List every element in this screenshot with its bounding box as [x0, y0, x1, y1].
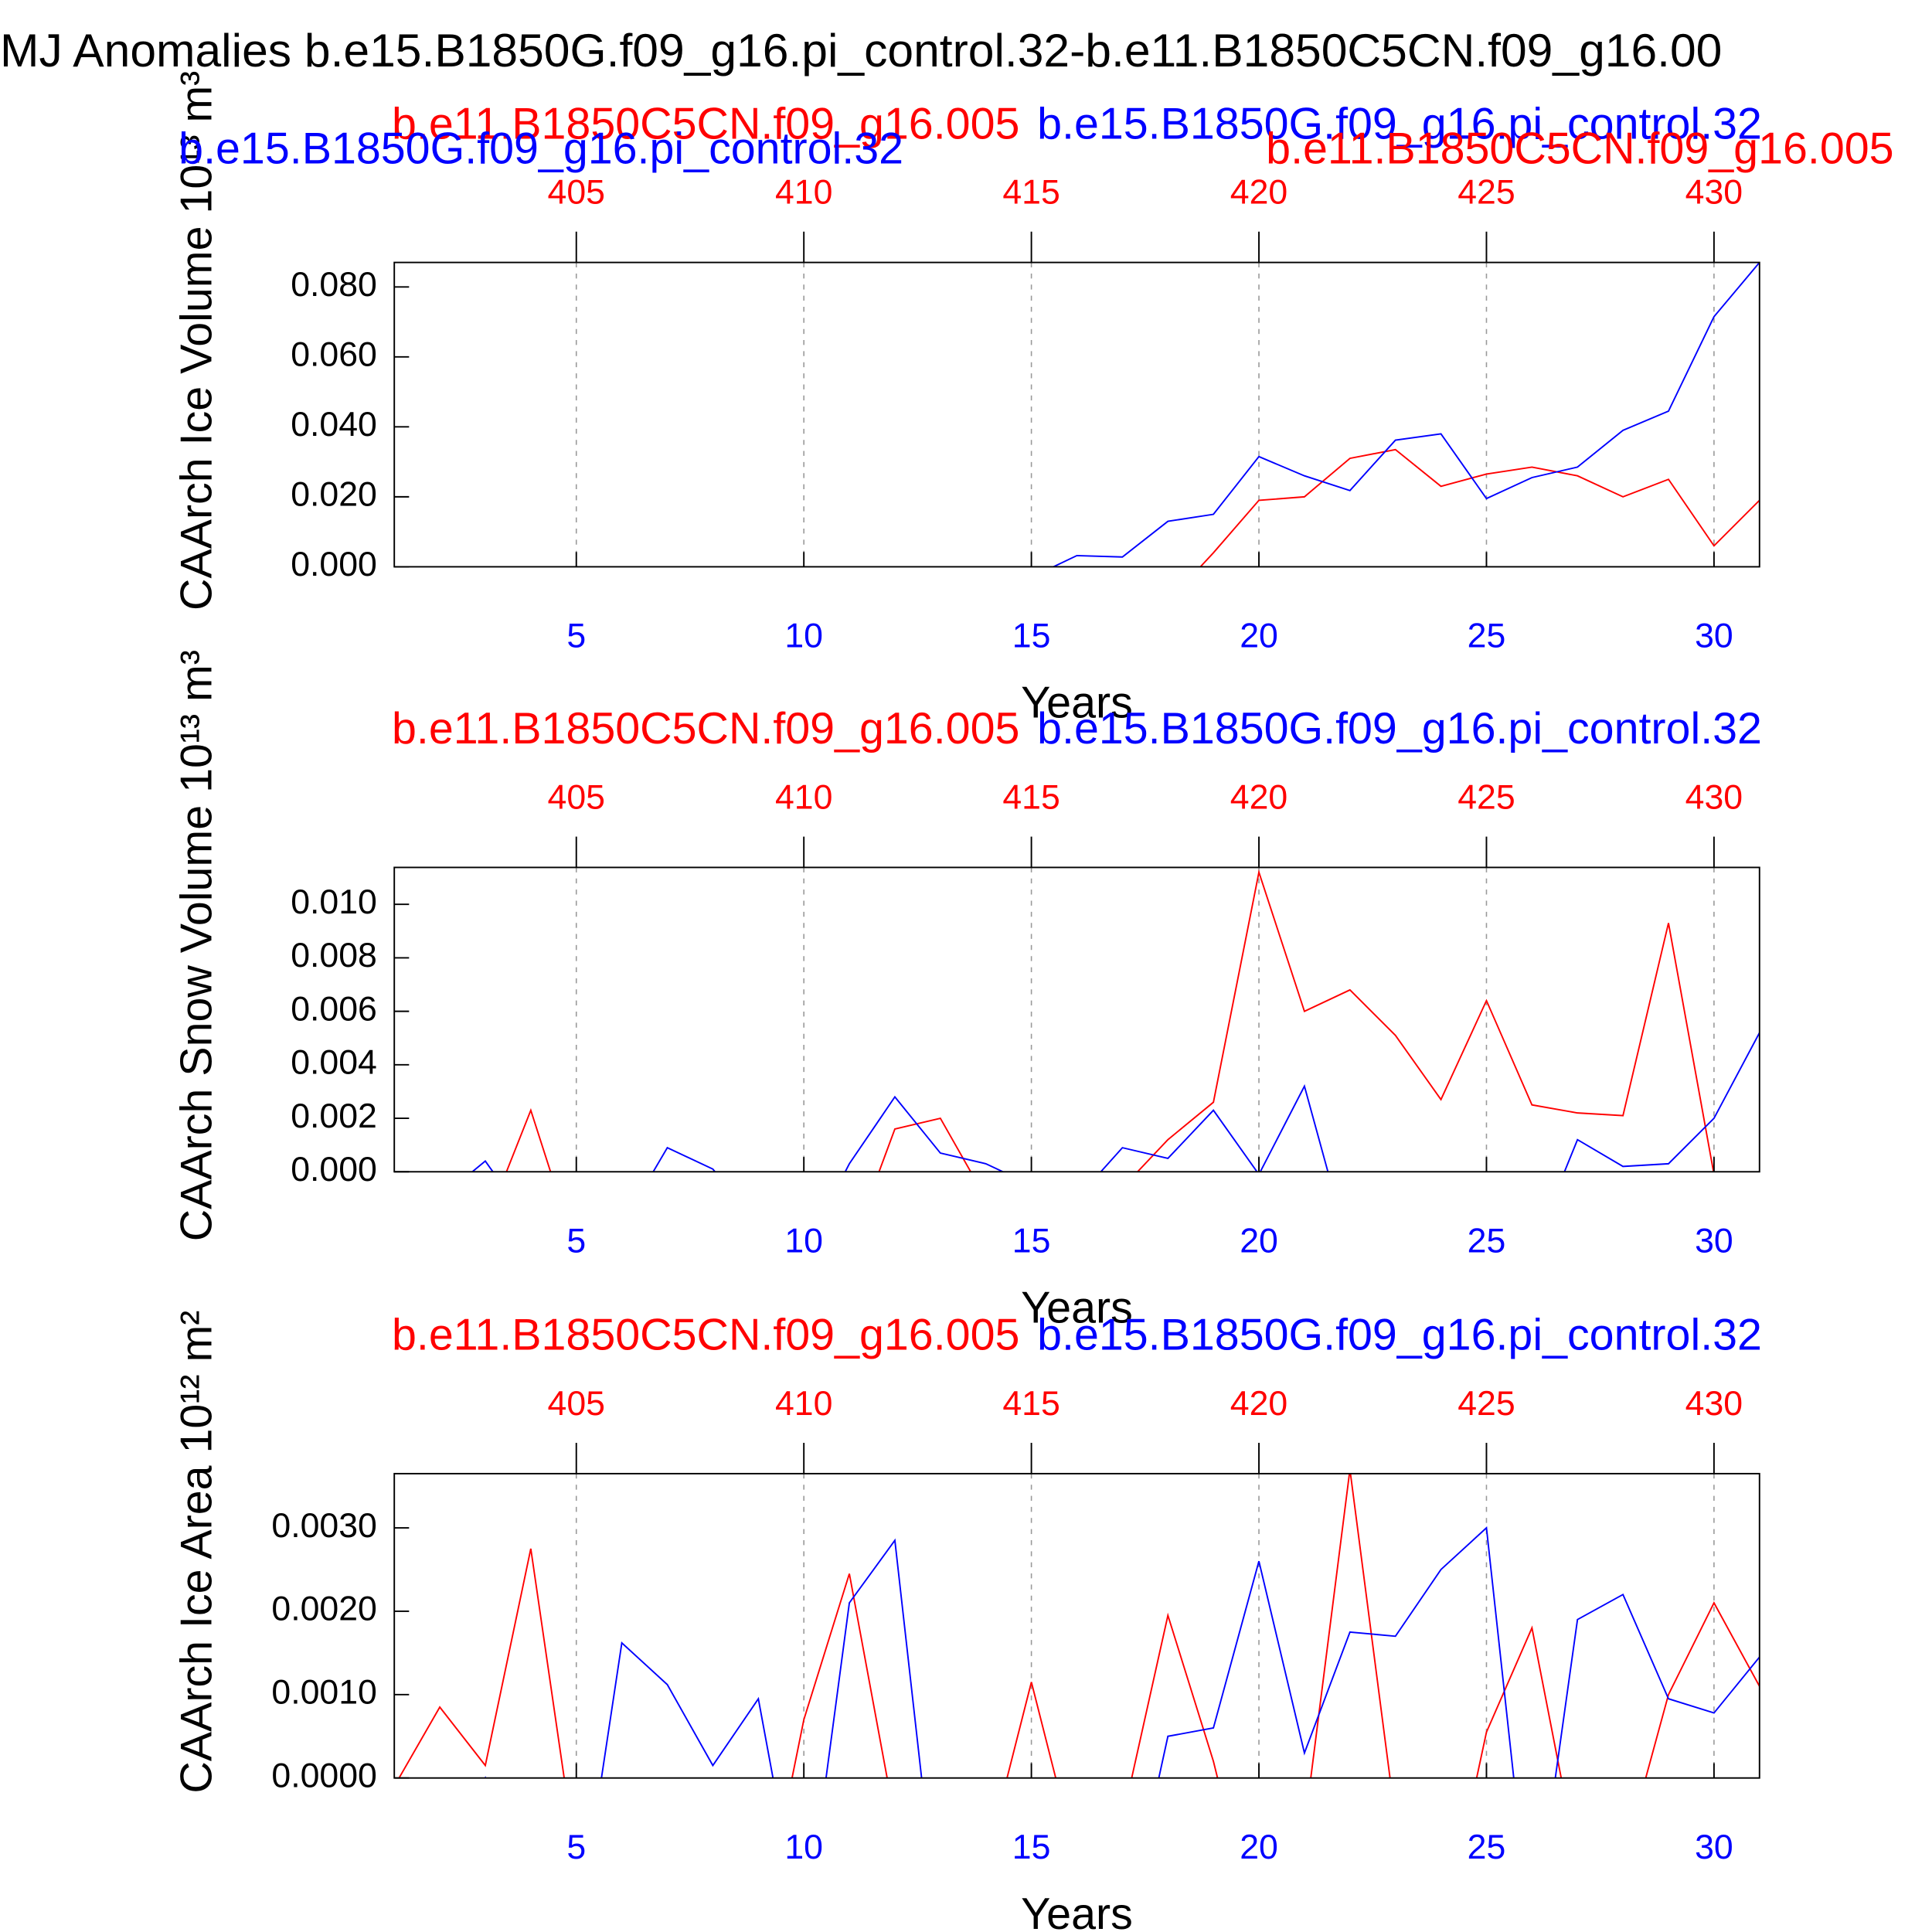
x2-tick-label: 430 [1685, 174, 1743, 212]
y-axis-label: CAArch Ice Volume 10¹³ m³ [172, 71, 221, 611]
plot-frame [393, 1472, 1760, 1779]
x-tick-label: 15 [1012, 1828, 1051, 1866]
x-tick-label: 15 [1012, 617, 1051, 655]
x2-tick-label: 420 [1230, 779, 1287, 817]
series-line [398, 1473, 1760, 1778]
x-tick-label: 30 [1695, 1223, 1733, 1260]
x2-tick-label: 415 [1002, 174, 1060, 212]
x-axis-label: Years [1021, 1889, 1133, 1932]
x-tick-label: 30 [1695, 617, 1733, 655]
legend-label: b.e15.B1850G.f09_g16.pi_control.32 [1037, 1311, 1762, 1360]
y-tick-label: 0.040 [291, 406, 377, 444]
y-tick-label: 0.008 [291, 937, 377, 975]
x-tick-label: 5 [566, 617, 586, 655]
x-tick-label: 10 [784, 1828, 823, 1866]
y-tick-label: 0.002 [291, 1097, 377, 1135]
plot-frame [393, 261, 1760, 568]
y-axis-label: CAArch Snow Volume 10¹³ m³ [172, 650, 221, 1241]
chart-title: MJ Anomalies b.e15.B1850G.f09_g16.pi_con… [0, 24, 1722, 77]
x2-tick-label: 430 [1685, 1385, 1743, 1423]
legend-label: b.e11.B1850C5CN.f09_g16.005 [1266, 124, 1893, 173]
y-tick-label: 0.000 [291, 1151, 377, 1189]
y-tick-label: 0.0010 [271, 1674, 377, 1712]
legend-label: b.e15.B1850G.f09_g16.pi_control.32 [179, 124, 903, 173]
y-tick-label: 0.0030 [271, 1507, 377, 1545]
x2-tick-label: 420 [1230, 1385, 1287, 1423]
x-tick-label: 25 [1468, 1223, 1506, 1260]
x2-tick-label: 430 [1685, 779, 1743, 817]
x-tick-label: 10 [784, 1223, 823, 1260]
legend-label: b.e15.B1850G.f09_g16.pi_control.32 [1037, 99, 1762, 148]
x-tick-label: 30 [1695, 1828, 1733, 1866]
x-tick-label: 20 [1240, 1223, 1278, 1260]
x2-tick-label: 420 [1230, 174, 1287, 212]
legend-label: b.e11.B1850C5CN.f09_g16.005 [392, 99, 1019, 148]
x-tick-label: 5 [566, 1828, 586, 1866]
x-axis-label: Years [1021, 1284, 1133, 1333]
x2-tick-label: 410 [775, 174, 832, 212]
legend-label: b.e11.B1850C5CN.f09_g16.005 [392, 704, 1019, 753]
series-line [471, 1032, 1760, 1172]
y-tick-label: 0.020 [291, 476, 377, 514]
x2-tick-label: 425 [1458, 779, 1515, 817]
x-tick-label: 25 [1468, 1828, 1506, 1866]
y-tick-label: 0.000 [291, 546, 377, 583]
legend-label: b.e11.B1850C5CN.f09_g16.005 [392, 1311, 1019, 1360]
x2-tick-label: 415 [1002, 779, 1060, 817]
x2-tick-label: 425 [1458, 1385, 1515, 1423]
y-tick-label: 0.010 [291, 883, 377, 921]
plot-area [398, 1473, 1760, 1778]
x2-tick-label: 405 [548, 779, 605, 817]
plot-frame [393, 866, 1760, 1173]
plot-area [1051, 262, 1760, 567]
y-tick-label: 0.0000 [271, 1757, 377, 1794]
x2-tick-label: 405 [548, 1385, 605, 1423]
x-tick-label: 25 [1468, 617, 1506, 655]
y-tick-label: 0.006 [291, 990, 377, 1028]
series-line [484, 1526, 1760, 1778]
series-line [1051, 262, 1760, 567]
x2-tick-label: 410 [775, 779, 832, 817]
x-axis-label: Years [1021, 679, 1133, 728]
x2-tick-label: 405 [548, 174, 605, 212]
series-line [1199, 448, 1760, 567]
x-tick-label: 20 [1240, 1828, 1278, 1866]
x-tick-label: 15 [1012, 1223, 1051, 1260]
x-tick-label: 20 [1240, 617, 1278, 655]
x2-tick-label: 410 [775, 1385, 832, 1423]
x2-tick-label: 415 [1002, 1385, 1060, 1423]
y-tick-label: 0.004 [291, 1044, 377, 1082]
legend-label: b.e15.B1850G.f09_g16.pi_control.32 [1037, 704, 1762, 753]
y-tick-label: 0.0020 [271, 1590, 377, 1628]
x2-tick-label: 425 [1458, 174, 1515, 212]
plot-area [471, 869, 1760, 1172]
series-line [505, 869, 1715, 1172]
y-axis-label: CAArch Ice Area 10¹² m² [172, 1311, 221, 1794]
y-tick-label: 0.080 [291, 266, 377, 304]
y-tick-label: 0.060 [291, 336, 377, 374]
x-tick-label: 10 [784, 617, 823, 655]
x-tick-label: 5 [566, 1223, 586, 1260]
